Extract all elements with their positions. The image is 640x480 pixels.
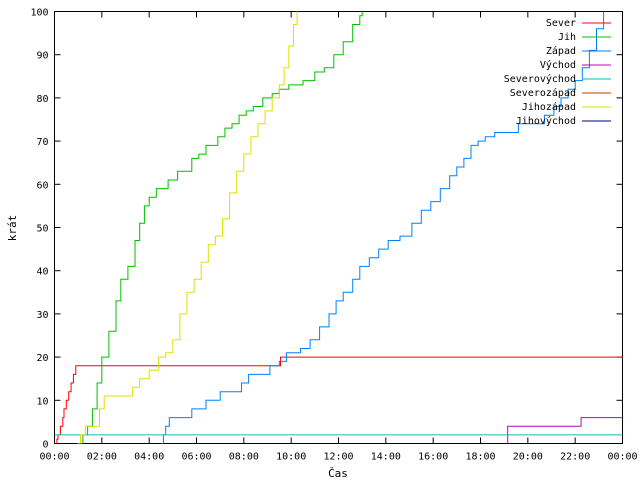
y-tick-label: 90 — [36, 51, 48, 62]
legend-label: Jihovýchod — [516, 115, 576, 127]
y-tick-label: 40 — [36, 267, 48, 278]
x-tick-label: 02:00 — [87, 452, 117, 463]
series-line-0 — [54, 356, 623, 444]
legend-label: Jihozápad — [522, 101, 576, 113]
legend-label: Jih — [558, 32, 576, 43]
x-tick-label: 20:00 — [513, 452, 543, 463]
x-axis-ticks: 00:00 02:00 04:00 06:00 08:00 10:00 12:00 14:00… — [39, 11, 638, 463]
x-tick-label: 18:00 — [465, 452, 495, 463]
series-line-6 — [77, 11, 298, 444]
x-tick-label: 10:00 — [276, 452, 306, 463]
x-tick-label: 00:00 — [39, 452, 69, 463]
legend-label: Východ — [540, 59, 576, 71]
x-tick-label: 14:00 — [371, 452, 401, 463]
legend-label: Severozápad — [510, 87, 576, 99]
legend-label: Západ — [546, 45, 576, 57]
y-tick-label: 80 — [36, 94, 48, 105]
y-tick-label: 20 — [36, 353, 48, 364]
x-tick-label: 12:00 — [323, 452, 353, 463]
y-axis-ticks: 0 10 20 30 40 50 60 70 80 90 100 — [30, 8, 623, 451]
legend-label: Severovýchod — [504, 73, 576, 85]
legend: Sever Jih Západ Východ Severovýchod Severozáp… — [504, 18, 611, 127]
y-tick-label: 60 — [36, 180, 48, 191]
series-line-2 — [161, 11, 605, 444]
x-tick-label: 16:00 — [418, 452, 448, 463]
y-tick-label: 0 — [42, 440, 48, 451]
series-line-3 — [506, 417, 623, 444]
series-line-1 — [79, 11, 363, 444]
x-tick-label: 22:00 — [560, 452, 590, 463]
x-tick-label: 06:00 — [181, 452, 211, 463]
y-tick-label: 70 — [36, 137, 48, 148]
y-tick-label: 10 — [36, 396, 48, 407]
x-axis-title: Čas — [328, 467, 348, 480]
series-layer — [54, 11, 623, 444]
y-tick-label: 30 — [36, 310, 48, 321]
y-axis-title: krát — [6, 215, 19, 242]
x-tick-label: 00:00 — [607, 452, 637, 463]
legend-label: Sever — [546, 18, 576, 29]
y-tick-label: 100 — [30, 8, 48, 19]
x-tick-label: 04:00 — [134, 452, 164, 463]
x-tick-label: 08:00 — [229, 452, 259, 463]
y-tick-label: 50 — [36, 224, 48, 235]
